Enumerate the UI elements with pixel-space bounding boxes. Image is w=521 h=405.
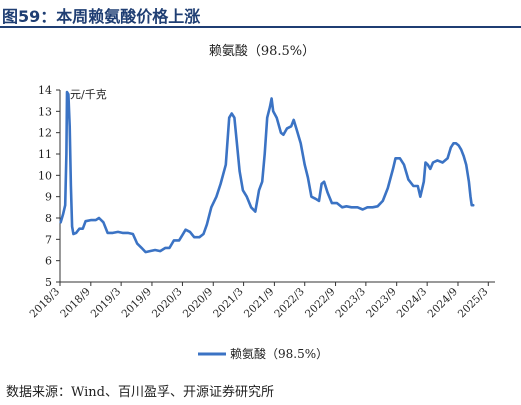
x-tick-label: 2018/3 xyxy=(28,286,63,321)
legend: 赖氨酸（98.5%） xyxy=(198,346,328,361)
source-note: 数据来源：Wind、百川盈孚、开源证券研究所 xyxy=(6,385,274,400)
chart-title: 赖氨酸（98.5%） xyxy=(209,44,315,59)
x-tick-label: 2022/9 xyxy=(303,286,338,321)
x-tick-label: 2020/3 xyxy=(150,286,185,321)
y-unit-label: 元/千克 xyxy=(70,88,107,101)
x-tick-label: 2019/9 xyxy=(119,286,154,321)
x-tick-label: 2019/3 xyxy=(89,286,124,321)
y-tick-label: 6 xyxy=(45,255,52,268)
figure-title: 图59：本周赖氨酸价格上涨 xyxy=(2,7,201,26)
x-tick-label: 2025/3 xyxy=(456,286,491,321)
y-tick-label: 9 xyxy=(45,191,52,204)
series-line xyxy=(59,90,475,254)
y-tick-label: 10 xyxy=(38,169,52,182)
y-tick-label: 13 xyxy=(38,105,52,118)
x-tick-label: 2022/3 xyxy=(272,286,307,321)
x-tick-label: 2020/9 xyxy=(181,286,216,321)
x-tick-label: 2018/9 xyxy=(58,286,93,321)
x-tick-label: 2024/3 xyxy=(395,286,430,321)
y-tick-label: 14 xyxy=(38,84,52,97)
x-tick-label: 2021/3 xyxy=(211,286,246,321)
legend-label: 赖氨酸（98.5%） xyxy=(230,346,328,361)
figure-header: 图59：本周赖氨酸价格上涨 xyxy=(0,0,521,28)
y-tick-label: 7 xyxy=(45,233,52,246)
y-tick-label: 12 xyxy=(38,127,52,140)
y-tick-label: 11 xyxy=(38,148,52,161)
x-tick-label: 2024/9 xyxy=(425,286,460,321)
x-tick-label: 2021/9 xyxy=(242,286,277,321)
x-axis: 2018/32018/92019/32019/92020/32020/92021… xyxy=(28,281,495,321)
series-lines xyxy=(59,90,475,254)
y-tick-label: 8 xyxy=(45,212,52,225)
x-tick-label: 2023/9 xyxy=(364,286,399,321)
y-axis: 5 6 7 8 9 10 11 12 13 14 xyxy=(38,84,61,289)
x-tick-label: 2023/3 xyxy=(333,286,368,321)
y-tick-label: 5 xyxy=(45,276,52,289)
